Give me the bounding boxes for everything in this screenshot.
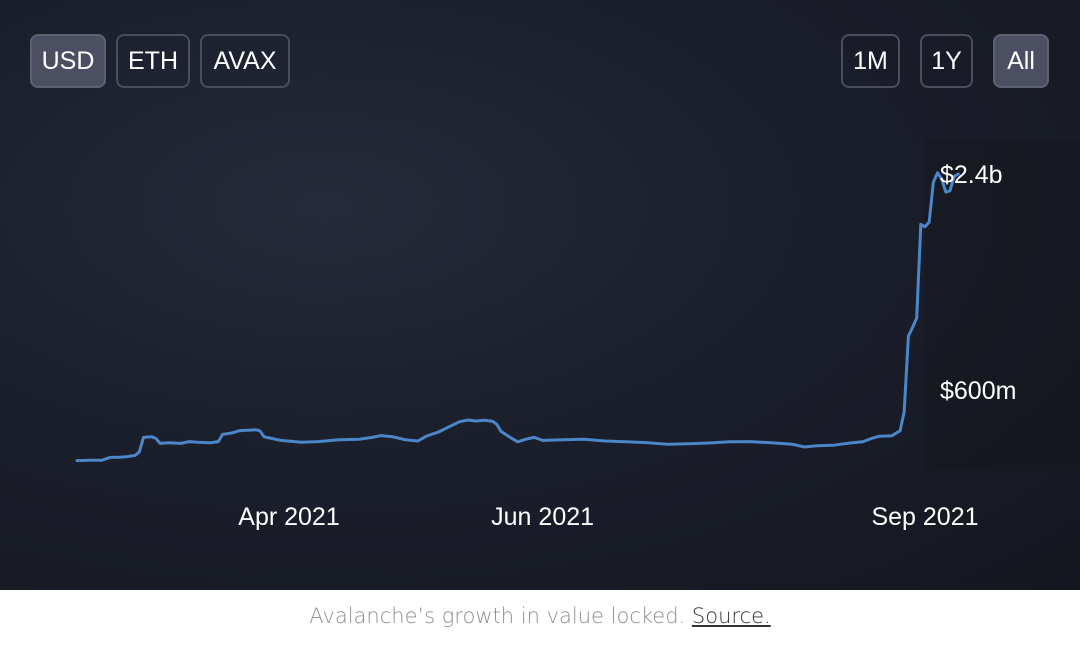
series-line-tvl — [75, 171, 960, 463]
currency-eth-button[interactable]: ETH — [116, 34, 190, 88]
y-tick-label-2-4b: $2.4b — [940, 161, 1003, 189]
currency-avax-button[interactable]: AVAX — [200, 34, 290, 88]
caption-text: Avalanche’s growth in value locked. — [309, 604, 686, 628]
range-all-button[interactable]: All — [993, 34, 1049, 88]
figure-caption: Avalanche’s growth in value locked. Sour… — [0, 604, 1080, 628]
x-tick-label-sep-2021: Sep 2021 — [871, 503, 978, 531]
currency-usd-button[interactable]: USD — [30, 34, 106, 88]
caption-source-link[interactable]: Source. — [691, 604, 771, 628]
tvl-line-chart: $600m $2.4b Apr 2021 Jun 2021 Sep 2021 — [75, 140, 1080, 531]
x-tick-label-jun-2021: Jun 2021 — [491, 503, 594, 531]
range-1y-button[interactable]: 1Y — [920, 34, 973, 88]
chart-panel: USD ETH AVAX 1M 1Y All $600m $2.4b Apr 2… — [0, 0, 1080, 590]
plot-right-shade — [925, 140, 1080, 470]
y-tick-label-600m: $600m — [940, 377, 1016, 405]
x-tick-label-apr-2021: Apr 2021 — [238, 503, 339, 531]
range-1m-button[interactable]: 1M — [841, 34, 900, 88]
